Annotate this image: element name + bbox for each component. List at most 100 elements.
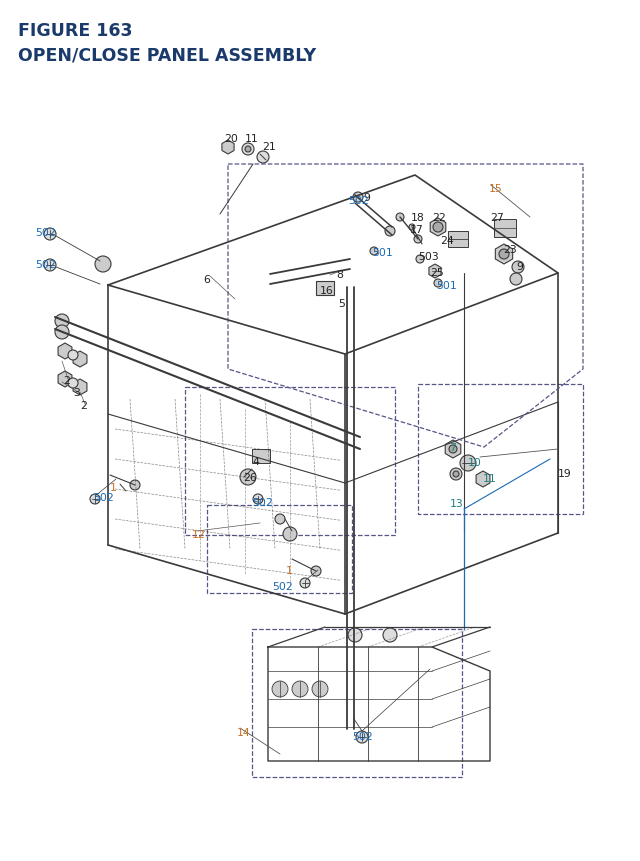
Polygon shape bbox=[429, 264, 441, 279]
Text: 501: 501 bbox=[436, 281, 457, 291]
Circle shape bbox=[245, 147, 251, 152]
Bar bbox=[418, 385, 583, 514]
Circle shape bbox=[68, 350, 78, 361]
Circle shape bbox=[433, 223, 443, 232]
Text: 502: 502 bbox=[352, 731, 372, 741]
Text: 10: 10 bbox=[468, 457, 482, 468]
Circle shape bbox=[240, 469, 256, 486]
Circle shape bbox=[409, 225, 415, 231]
Text: 20: 20 bbox=[224, 133, 238, 144]
Circle shape bbox=[292, 681, 308, 697]
Text: 11: 11 bbox=[483, 474, 497, 483]
Text: 6: 6 bbox=[203, 275, 210, 285]
Circle shape bbox=[130, 480, 140, 491]
Circle shape bbox=[460, 455, 476, 472]
Text: 15: 15 bbox=[489, 183, 503, 194]
Bar bbox=[185, 387, 395, 536]
Circle shape bbox=[95, 257, 111, 273]
Circle shape bbox=[370, 248, 378, 256]
Text: 502: 502 bbox=[272, 581, 292, 592]
Text: 9: 9 bbox=[363, 193, 370, 202]
Circle shape bbox=[275, 514, 285, 524]
Bar bbox=[316, 282, 334, 295]
Text: 1: 1 bbox=[286, 566, 293, 575]
Bar bbox=[448, 232, 468, 248]
Circle shape bbox=[44, 229, 56, 241]
Text: 2: 2 bbox=[80, 400, 87, 411]
Circle shape bbox=[434, 280, 442, 288]
Text: 502: 502 bbox=[93, 492, 114, 503]
Circle shape bbox=[44, 260, 56, 272]
Circle shape bbox=[242, 144, 254, 156]
Text: 3: 3 bbox=[73, 387, 80, 398]
Circle shape bbox=[450, 468, 462, 480]
Circle shape bbox=[356, 731, 368, 743]
Text: 502: 502 bbox=[252, 498, 273, 507]
Circle shape bbox=[396, 214, 404, 222]
Text: 9: 9 bbox=[516, 262, 523, 272]
Circle shape bbox=[416, 256, 424, 263]
Circle shape bbox=[55, 325, 69, 339]
Polygon shape bbox=[58, 344, 72, 360]
Text: 502: 502 bbox=[35, 260, 56, 269]
Text: 16: 16 bbox=[320, 286, 333, 295]
Bar bbox=[252, 629, 462, 777]
Circle shape bbox=[300, 579, 310, 588]
Text: 13: 13 bbox=[450, 499, 464, 508]
Circle shape bbox=[499, 250, 509, 260]
Text: 11: 11 bbox=[245, 133, 259, 144]
Text: 7: 7 bbox=[449, 443, 456, 453]
Polygon shape bbox=[445, 441, 461, 458]
Text: 4: 4 bbox=[252, 456, 259, 467]
Text: OPEN/CLOSE PANEL ASSEMBLY: OPEN/CLOSE PANEL ASSEMBLY bbox=[18, 46, 316, 64]
Circle shape bbox=[512, 262, 524, 274]
Text: 24: 24 bbox=[440, 236, 454, 245]
Circle shape bbox=[312, 681, 328, 697]
Text: 1: 1 bbox=[110, 482, 117, 492]
Polygon shape bbox=[73, 351, 87, 368]
Text: 503: 503 bbox=[418, 251, 439, 262]
Text: 2: 2 bbox=[63, 375, 70, 386]
Text: 501: 501 bbox=[372, 248, 393, 257]
Text: 19: 19 bbox=[558, 468, 572, 479]
Circle shape bbox=[353, 193, 363, 202]
Text: 22: 22 bbox=[432, 213, 445, 223]
Text: FIGURE 163: FIGURE 163 bbox=[18, 22, 132, 40]
Polygon shape bbox=[58, 372, 72, 387]
Text: 26: 26 bbox=[243, 473, 257, 482]
Polygon shape bbox=[222, 141, 234, 155]
Circle shape bbox=[272, 681, 288, 697]
Circle shape bbox=[90, 494, 100, 505]
Circle shape bbox=[68, 379, 78, 388]
Text: 502: 502 bbox=[35, 228, 56, 238]
Text: 17: 17 bbox=[410, 225, 424, 235]
Text: 8: 8 bbox=[336, 269, 343, 280]
Circle shape bbox=[283, 528, 297, 542]
Bar bbox=[494, 220, 516, 238]
Text: 5: 5 bbox=[338, 299, 345, 308]
Circle shape bbox=[55, 314, 69, 329]
Text: 502: 502 bbox=[348, 195, 369, 206]
Text: 21: 21 bbox=[262, 142, 276, 152]
Bar bbox=[252, 449, 270, 463]
Text: 12: 12 bbox=[192, 530, 205, 539]
Circle shape bbox=[383, 629, 397, 642]
Circle shape bbox=[348, 629, 362, 642]
Circle shape bbox=[253, 494, 263, 505]
Polygon shape bbox=[73, 380, 87, 395]
Circle shape bbox=[510, 274, 522, 286]
Text: 23: 23 bbox=[503, 245, 516, 255]
Text: 25: 25 bbox=[430, 268, 444, 278]
Polygon shape bbox=[495, 245, 513, 264]
Circle shape bbox=[311, 567, 321, 576]
Circle shape bbox=[414, 236, 422, 244]
Text: 14: 14 bbox=[237, 728, 251, 737]
Circle shape bbox=[453, 472, 459, 478]
Text: 18: 18 bbox=[411, 213, 425, 223]
Text: 27: 27 bbox=[490, 213, 504, 223]
Polygon shape bbox=[476, 472, 490, 487]
Circle shape bbox=[257, 152, 269, 164]
Circle shape bbox=[449, 445, 457, 454]
Bar bbox=[207, 505, 352, 593]
Circle shape bbox=[385, 226, 395, 237]
